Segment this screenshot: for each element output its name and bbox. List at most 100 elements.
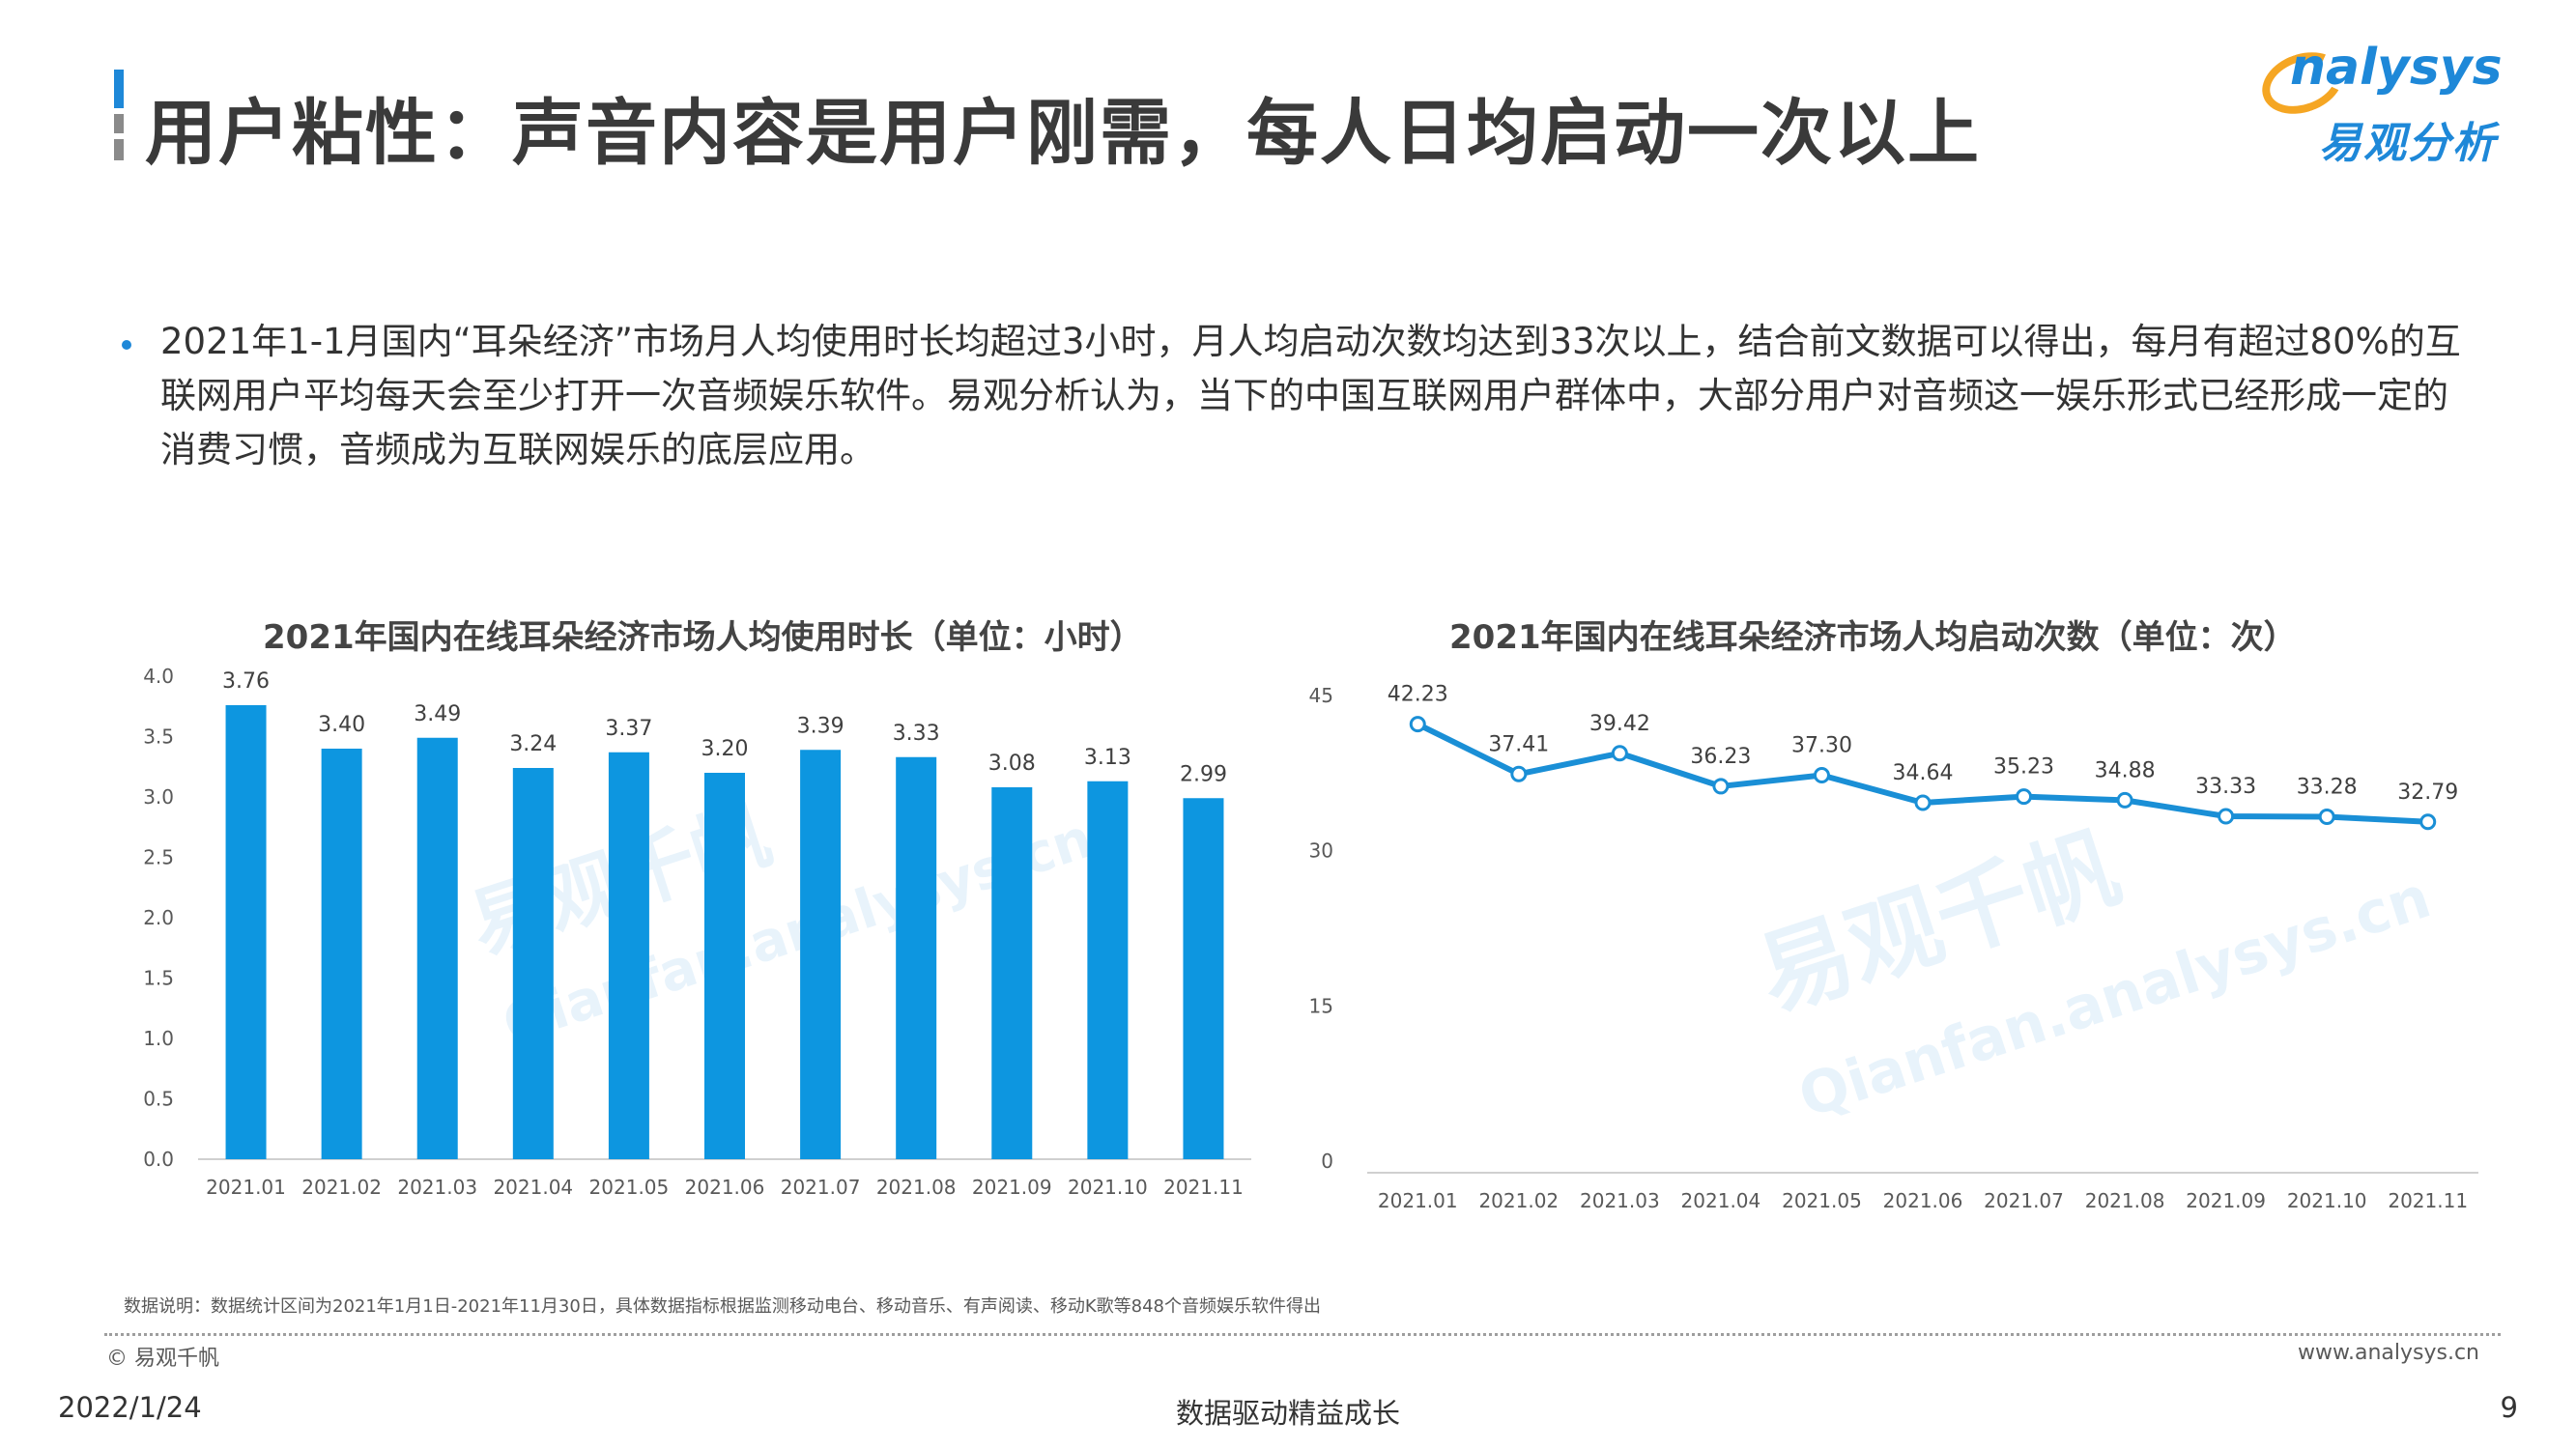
bar-x-tick-label: 2021.09 <box>972 1176 1052 1199</box>
bullet-dot-icon <box>122 340 131 350</box>
bar-chart-title: 2021年国内在线耳朵经济市场人均使用时长（单位：小时） <box>263 618 1143 657</box>
bar-x-tick-label: 2021.04 <box>493 1176 573 1199</box>
bar-value-label: 3.49 <box>414 702 461 726</box>
bar <box>1087 781 1129 1159</box>
bar-value-label: 3.39 <box>797 714 844 738</box>
copyright-text: © 易观千帆 <box>106 1347 219 1371</box>
line-point <box>1914 794 1932 811</box>
title-accent-gray-2 <box>114 139 124 160</box>
bar-x-tick-label: 2021.01 <box>206 1176 286 1199</box>
page-title: 用户粘性：声音内容是用户刚需，每人日均启动一次以上 <box>145 92 1981 175</box>
line-point <box>1409 716 1426 733</box>
bar-y-tick-label: 0.5 <box>143 1088 174 1111</box>
bar-y-tick-label: 1.5 <box>143 967 174 990</box>
bar-value-label: 3.40 <box>318 713 365 737</box>
bar-x-tick-label: 2021.05 <box>589 1176 670 1199</box>
line-x-tick-label: 2021.08 <box>2085 1189 2165 1212</box>
line-x-tick-label: 2021.06 <box>1883 1189 1963 1212</box>
line-value-label: 39.42 <box>1589 712 1650 736</box>
bar <box>416 737 458 1159</box>
bar-x-tick-label: 2021.11 <box>1163 1176 1244 1199</box>
line-value-label: 34.88 <box>2095 758 2156 782</box>
bar-x-tick-label: 2021.07 <box>781 1176 861 1199</box>
bar-x-tick-label: 2021.10 <box>1068 1176 1148 1199</box>
line-value-label: 37.30 <box>1791 733 1852 757</box>
logo-text-cn: 易观分析 <box>2319 119 2497 168</box>
title-accent-blue <box>114 70 124 108</box>
line-y-tick-label: 0 <box>1321 1150 1333 1173</box>
footer-slogan: 数据驱动精益成长 <box>1175 1397 1400 1430</box>
line-y-tick-label: 15 <box>1309 994 1333 1017</box>
data-note: 数据说明：数据统计区间为2021年1月1日-2021年11月30日，具体数据指标… <box>124 1296 1321 1317</box>
bar <box>225 705 267 1159</box>
line-point <box>2016 788 2033 806</box>
intro-text: 2021年1-1月国内“耳朵经济”市场月人均使用时长均超过3小时，月人均启动次数… <box>160 321 2461 470</box>
line-x-tick-label: 2021.01 <box>1378 1189 1458 1212</box>
line-point <box>1611 745 1628 762</box>
line-point <box>2419 813 2437 831</box>
analysys-logo: nalysys 易观分析 <box>2253 39 2541 174</box>
bar-y-tick-label: 3.5 <box>143 725 174 749</box>
line-value-label: 33.28 <box>2297 776 2358 800</box>
intro-bullet: 2021年1-1月国内“耳朵经济”市场月人均使用时长均超过3小时，月人均启动次数… <box>116 315 2483 477</box>
bar-y-tick-label: 4.0 <box>143 665 174 688</box>
line-value-label: 35.23 <box>1993 755 2054 780</box>
line-point <box>2218 808 2235 825</box>
line-point <box>1813 766 1830 783</box>
bar-y-tick-label: 2.5 <box>143 846 174 869</box>
page-number: 9 <box>2500 1391 2518 1424</box>
bar <box>608 752 649 1159</box>
line-value-label: 34.64 <box>1893 761 1954 785</box>
line-point <box>1712 778 1730 795</box>
line-value-label: 33.33 <box>2195 775 2256 799</box>
line-value-label: 32.79 <box>2397 781 2458 805</box>
bar <box>896 756 937 1159</box>
line-x-tick-label: 2021.11 <box>2388 1189 2468 1212</box>
line-x-tick-label: 2021.03 <box>1580 1189 1660 1212</box>
line-chart-title: 2021年国内在线耳朵经济市场人均启动次数（单位：次） <box>1449 618 2297 657</box>
bar-value-label: 3.33 <box>893 722 940 746</box>
bar <box>1183 798 1224 1159</box>
line-value-label: 36.23 <box>1690 745 1751 769</box>
bar-value-label: 3.20 <box>701 737 749 761</box>
line-y-tick-label: 30 <box>1309 839 1333 863</box>
bar-y-tick-label: 2.0 <box>143 906 174 929</box>
bar <box>800 750 842 1159</box>
bar-value-label: 3.24 <box>509 732 557 756</box>
footer-divider <box>104 1333 2501 1336</box>
bar-x-tick-label: 2021.02 <box>301 1176 382 1199</box>
line-x-tick-label: 2021.09 <box>2186 1189 2266 1212</box>
footer-date: 2022/1/24 <box>58 1391 202 1424</box>
bar-value-label: 3.08 <box>988 752 1036 776</box>
line-point <box>1510 765 1528 782</box>
bar-chart: 0.0 0.5 1.0 1.5 2.0 2.5 3.0 3.5 4.0 3.76 2021.01 3.… <box>143 665 1251 1199</box>
website-link[interactable]: www.analysys.cn <box>2298 1341 2479 1365</box>
bar-y-tick-label: 0.0 <box>143 1148 174 1171</box>
bar-value-label: 3.76 <box>222 669 270 694</box>
bar-y-tick-label: 3.0 <box>143 785 174 809</box>
bar <box>991 787 1033 1159</box>
logo-text-en: nalysys <box>2290 39 2503 97</box>
line-x-tick-label: 2021.05 <box>1782 1189 1862 1212</box>
line-x-tick-label: 2021.02 <box>1478 1189 1559 1212</box>
line-point <box>2318 809 2335 826</box>
line-value-label: 42.23 <box>1388 683 1448 707</box>
title-accent-gray-1 <box>114 114 124 133</box>
bar-x-tick-label: 2021.08 <box>876 1176 957 1199</box>
bar-value-label: 2.99 <box>1180 762 1227 786</box>
bar <box>321 749 362 1159</box>
bar-y-tick-label: 1.0 <box>143 1027 174 1050</box>
bar-x-tick-label: 2021.03 <box>397 1176 477 1199</box>
line-value-label: 37.41 <box>1488 732 1549 756</box>
line-y-tick-label: 45 <box>1309 684 1333 707</box>
line-x-tick-label: 2021.10 <box>2287 1189 2367 1212</box>
bar-x-tick-label: 2021.06 <box>685 1176 765 1199</box>
bar-value-label: 3.37 <box>605 717 652 741</box>
line-chart: 0 15 30 45 42.23 2021.01 37.41 2021.02 39.42 2021… <box>1309 683 2478 1212</box>
bar <box>512 768 554 1159</box>
bar <box>704 773 745 1159</box>
line-x-tick-label: 2021.04 <box>1681 1189 1761 1212</box>
title-accent-bar <box>114 70 124 160</box>
line-x-tick-label: 2021.07 <box>1984 1189 2064 1212</box>
bar-value-label: 3.13 <box>1084 746 1131 770</box>
